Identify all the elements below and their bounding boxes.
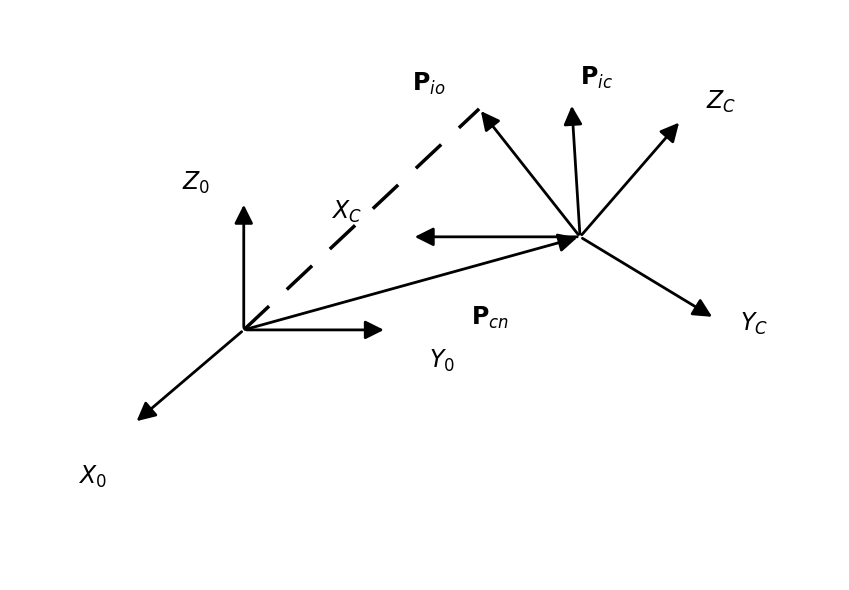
Text: $Y_0$: $Y_0$ [429,348,454,373]
Text: $Z_0$: $Z_0$ [182,170,211,196]
Text: $\mathbf{P}_{ic}$: $\mathbf{P}_{ic}$ [580,65,613,91]
Text: $Z_C$: $Z_C$ [706,88,736,114]
Text: $\mathbf{P}_{cn}$: $\mathbf{P}_{cn}$ [470,305,509,332]
Text: $X_C$: $X_C$ [331,199,362,225]
Text: $\mathbf{P}_{io}$: $\mathbf{P}_{io}$ [412,71,446,97]
Text: $X_0$: $X_0$ [78,464,107,490]
Text: $Y_C$: $Y_C$ [739,311,767,337]
